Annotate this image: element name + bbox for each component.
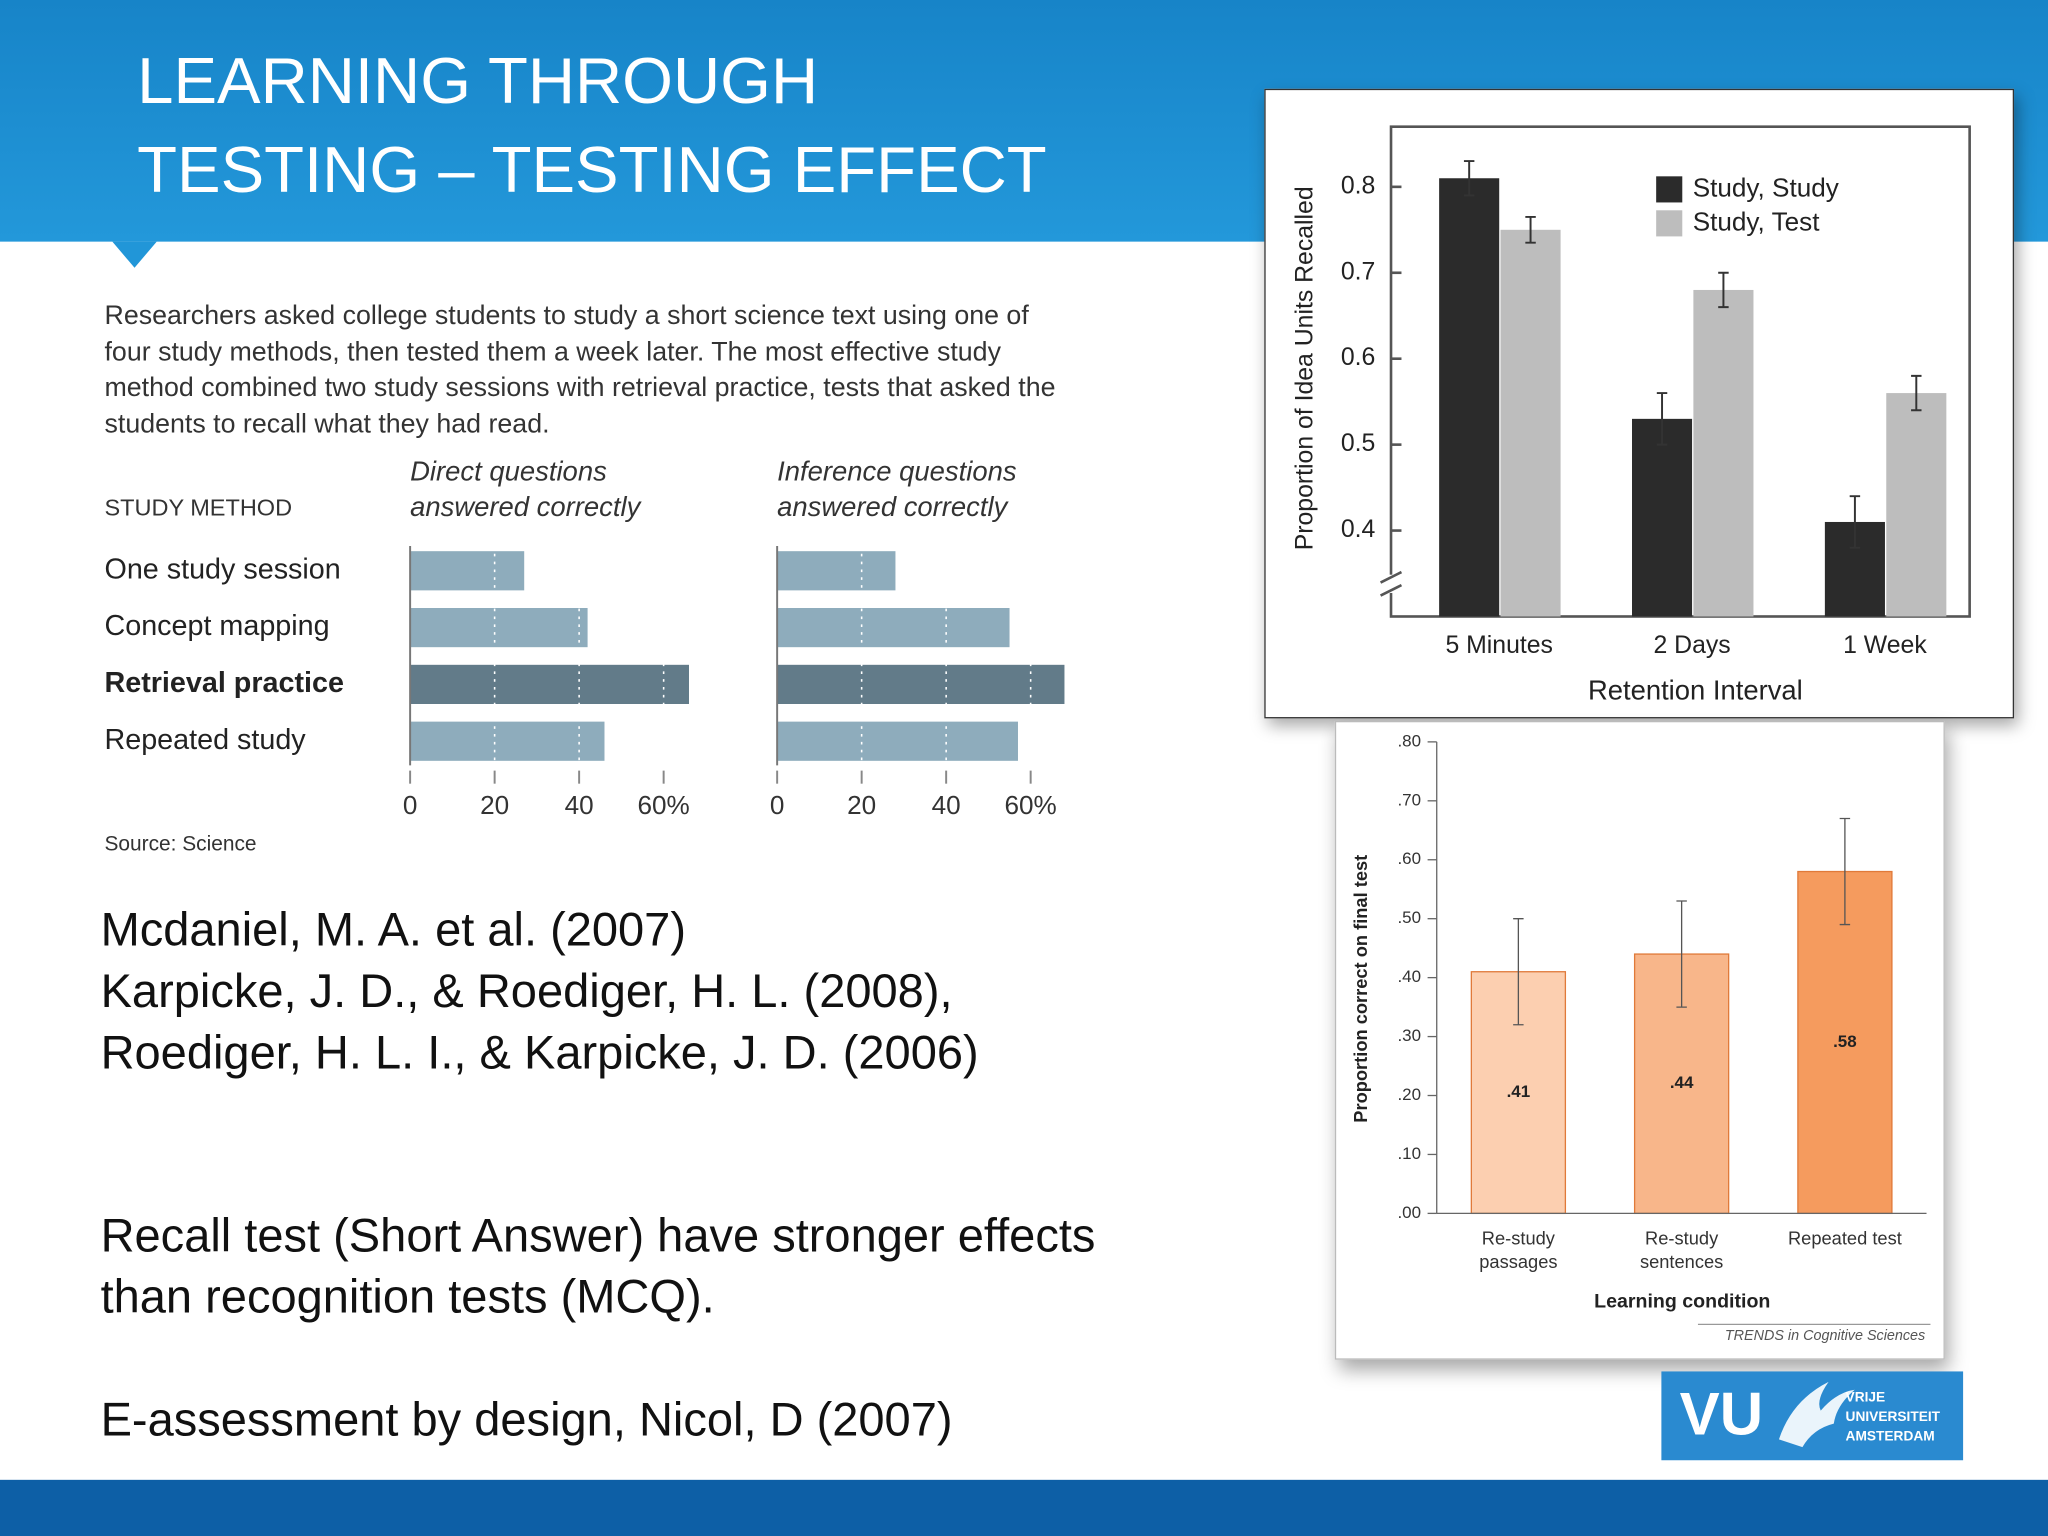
x-axis-label: Retention Interval (1588, 674, 1803, 705)
category-label: Concept mapping (104, 610, 329, 642)
legend-label: Study, Test (1693, 206, 1820, 236)
y-tick-label: .40 (1397, 967, 1421, 986)
bar (1631, 418, 1693, 617)
x-tick-label: 20 (847, 790, 876, 820)
panel-title: Direct questions answered correctly (410, 457, 641, 523)
slide-title: LEARNING THROUGH TESTING – TESTING EFFEC… (137, 44, 1047, 207)
bar (410, 551, 525, 591)
error-bar (1656, 392, 1668, 446)
x-tick-label: 40 (565, 790, 594, 820)
panel-title: Inference questions answered correctly (777, 457, 1017, 523)
chart-caption: Researchers asked college students to st… (104, 300, 1056, 439)
bar (1439, 178, 1500, 617)
y-tick-label: .00 (1397, 1203, 1421, 1222)
x-tick-label: 0 (770, 790, 785, 820)
y-tick-label: .70 (1397, 790, 1421, 809)
x-tick-label: Re-study sentences (1639, 1227, 1724, 1273)
logo-text: VRIJE UNIVERSITEIT AMSTERDAM (1845, 1389, 1941, 1445)
chart-source: TRENDS in Cognitive Sciences (1725, 1328, 1925, 1344)
error-bar (1849, 495, 1861, 549)
x-tick-label: 5 Minutes (1445, 632, 1553, 659)
error-bar (1525, 215, 1536, 244)
bar (1797, 870, 1893, 1215)
y-tick-label: .50 (1397, 908, 1421, 927)
error-bar (1911, 374, 1922, 412)
bar (777, 664, 1065, 704)
chart-source: Source: Science (104, 833, 256, 856)
category-label: Retrieval practice (104, 667, 343, 699)
footer-band (0, 1479, 2048, 1536)
category-label: One study session (104, 553, 340, 585)
legend-swatch (1656, 176, 1683, 203)
note: Recall test (Short Answer) have stronger… (100, 1208, 1096, 1324)
x-tick-label: Re-study passages (1479, 1227, 1558, 1273)
x-tick-label: 0 (403, 790, 418, 820)
y-tick-label: 0.5 (1341, 430, 1375, 457)
x-tick-label: Repeated test (1787, 1227, 1902, 1249)
x-axis-label: Learning condition (1594, 1290, 1770, 1312)
legend-label: Study, Study (1693, 172, 1839, 202)
x-tick-label: 2 Days (1653, 632, 1730, 659)
category-label: Repeated study (104, 724, 306, 756)
bar (410, 607, 588, 648)
reference: E-assessment by design, Nicol, D (2007) (100, 1392, 953, 1446)
y-tick-label: 0.6 (1341, 344, 1375, 371)
value-label: .41 (1507, 1082, 1531, 1101)
y-tick-label: .60 (1397, 849, 1421, 868)
y-tick-label: .10 (1397, 1144, 1421, 1163)
bar (410, 664, 689, 704)
x-tick-label: 20 (480, 790, 509, 820)
error-bar (1718, 271, 1729, 309)
logo-icon (1778, 1381, 1855, 1448)
y-axis-label: Proportion of Idea Units Recalled (1292, 186, 1319, 550)
bar (777, 551, 896, 591)
reference: Karpicke, J. D., & Roediger, H. L. (2008… (100, 963, 979, 1079)
bar (1886, 393, 1947, 617)
value-label: .58 (1833, 1032, 1857, 1051)
bar (1500, 229, 1561, 617)
axis-break-gap (1385, 574, 1397, 593)
x-tick-label: 60% (638, 790, 690, 820)
x-tick-label: 1 Week (1843, 632, 1927, 659)
error-bar (1513, 918, 1524, 1026)
bar (410, 721, 605, 761)
error-bar (1463, 160, 1475, 197)
x-tick-label: 40 (932, 790, 961, 820)
value-label: .44 (1670, 1073, 1694, 1092)
y-tick-label: .80 (1397, 731, 1421, 750)
x-tick-label: 60% (1005, 790, 1057, 820)
axis-break (1379, 570, 1403, 597)
y-tick-label: 0.7 (1341, 258, 1375, 285)
reference: Mcdaniel, M. A. et al. (2007) (100, 902, 686, 957)
bar (777, 607, 1010, 648)
bar (1693, 289, 1754, 617)
category-header: STUDY METHOD (104, 495, 292, 521)
logo-mark: VU (1680, 1380, 1763, 1447)
y-axis-label: Proportion correct on final test (1350, 855, 1371, 1123)
legend-swatch (1656, 210, 1683, 237)
y-tick-label: 0.8 (1341, 172, 1375, 199)
y-tick-label: .20 (1397, 1085, 1421, 1104)
bar (777, 721, 1018, 761)
y-tick-label: 0.4 (1341, 516, 1376, 543)
error-bar (1676, 900, 1687, 1008)
header-notch (112, 241, 157, 268)
y-tick-label: .30 (1397, 1026, 1421, 1045)
error-bar (1839, 817, 1851, 926)
